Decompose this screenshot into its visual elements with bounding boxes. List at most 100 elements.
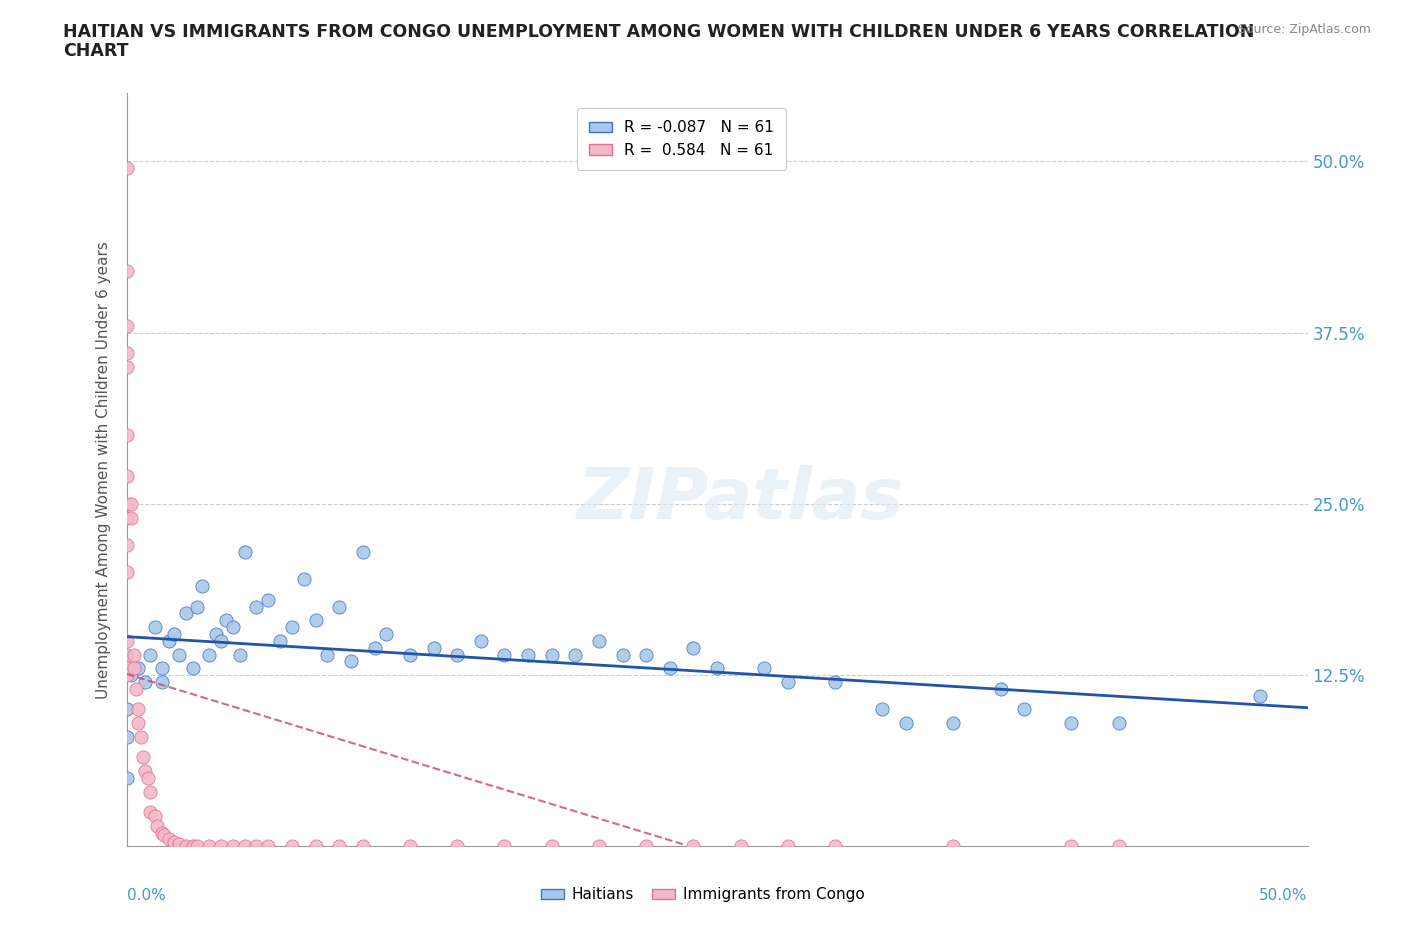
Point <box>494 647 516 662</box>
Point <box>422 640 444 655</box>
Point <box>139 784 162 799</box>
Point <box>115 661 138 676</box>
Point <box>181 839 204 854</box>
Point <box>139 804 162 819</box>
Point <box>198 839 221 854</box>
Point <box>115 318 138 333</box>
Point <box>150 661 173 676</box>
Point <box>352 839 374 854</box>
Point <box>127 702 149 717</box>
Point <box>181 661 204 676</box>
Point <box>257 839 280 854</box>
Point <box>754 661 776 676</box>
Point <box>134 674 156 689</box>
Point <box>1249 688 1271 703</box>
Point <box>446 647 468 662</box>
Point <box>115 161 138 176</box>
Point <box>281 839 304 854</box>
Text: 0.0%: 0.0% <box>127 888 166 903</box>
Point <box>292 572 315 587</box>
Point <box>115 729 138 744</box>
Point <box>143 809 166 824</box>
Point <box>658 661 681 676</box>
Point <box>776 839 799 854</box>
Point <box>115 346 138 361</box>
Point <box>134 764 156 778</box>
Point <box>564 647 586 662</box>
Point <box>682 640 704 655</box>
Point <box>115 770 138 785</box>
Point <box>245 599 267 614</box>
Point <box>150 674 173 689</box>
Point <box>132 750 155 764</box>
Point <box>233 544 256 559</box>
Point <box>209 839 232 854</box>
Point <box>167 836 190 851</box>
Point <box>257 592 280 607</box>
Point <box>229 647 252 662</box>
Point <box>730 839 752 854</box>
Point <box>636 839 658 854</box>
Point <box>942 715 965 730</box>
Point <box>304 613 326 628</box>
Point <box>174 839 197 854</box>
Point <box>198 647 221 662</box>
Y-axis label: Unemployment Among Women with Children Under 6 years: Unemployment Among Women with Children U… <box>96 241 111 698</box>
Point <box>942 839 965 854</box>
Point <box>1012 702 1035 717</box>
Text: Source: ZipAtlas.com: Source: ZipAtlas.com <box>1237 23 1371 36</box>
Point <box>352 544 374 559</box>
Point <box>540 839 562 854</box>
Point <box>122 661 145 676</box>
Legend: Haitians, Immigrants from Congo: Haitians, Immigrants from Congo <box>536 882 870 909</box>
Point <box>129 729 152 744</box>
Point <box>894 715 917 730</box>
Point <box>163 627 186 642</box>
Point <box>588 839 610 854</box>
Point <box>115 538 138 552</box>
Point <box>115 360 138 375</box>
Point <box>446 839 468 854</box>
Point <box>494 839 516 854</box>
Point <box>143 619 166 634</box>
Text: 50.0%: 50.0% <box>1260 888 1308 903</box>
Point <box>115 633 138 648</box>
Point <box>281 619 304 634</box>
Point <box>316 647 339 662</box>
Point <box>328 839 350 854</box>
Point <box>1108 715 1130 730</box>
Point <box>115 497 138 512</box>
Point <box>191 578 214 593</box>
Point <box>1060 839 1083 854</box>
Point <box>1060 715 1083 730</box>
Point <box>115 428 138 443</box>
Point <box>157 832 180 847</box>
Point <box>115 511 138 525</box>
Point <box>612 647 634 662</box>
Point <box>470 633 492 648</box>
Point <box>120 511 142 525</box>
Point <box>157 633 180 648</box>
Point <box>682 839 704 854</box>
Point <box>588 633 610 648</box>
Point <box>233 839 256 854</box>
Point <box>540 647 562 662</box>
Point <box>517 647 540 662</box>
Point <box>222 619 245 634</box>
Point <box>399 647 422 662</box>
Point <box>127 661 149 676</box>
Text: HAITIAN VS IMMIGRANTS FROM CONGO UNEMPLOYMENT AMONG WOMEN WITH CHILDREN UNDER 6 : HAITIAN VS IMMIGRANTS FROM CONGO UNEMPLO… <box>63 23 1254 41</box>
Text: ZIPatlas: ZIPatlas <box>576 465 904 534</box>
Point <box>636 647 658 662</box>
Point <box>1108 839 1130 854</box>
Point <box>115 668 138 683</box>
Point <box>399 839 422 854</box>
Point <box>269 633 291 648</box>
Point <box>186 839 208 854</box>
Point <box>163 835 186 850</box>
Point <box>706 661 728 676</box>
Point <box>824 674 846 689</box>
Point <box>167 647 190 662</box>
Point <box>304 839 326 854</box>
Point <box>127 715 149 730</box>
